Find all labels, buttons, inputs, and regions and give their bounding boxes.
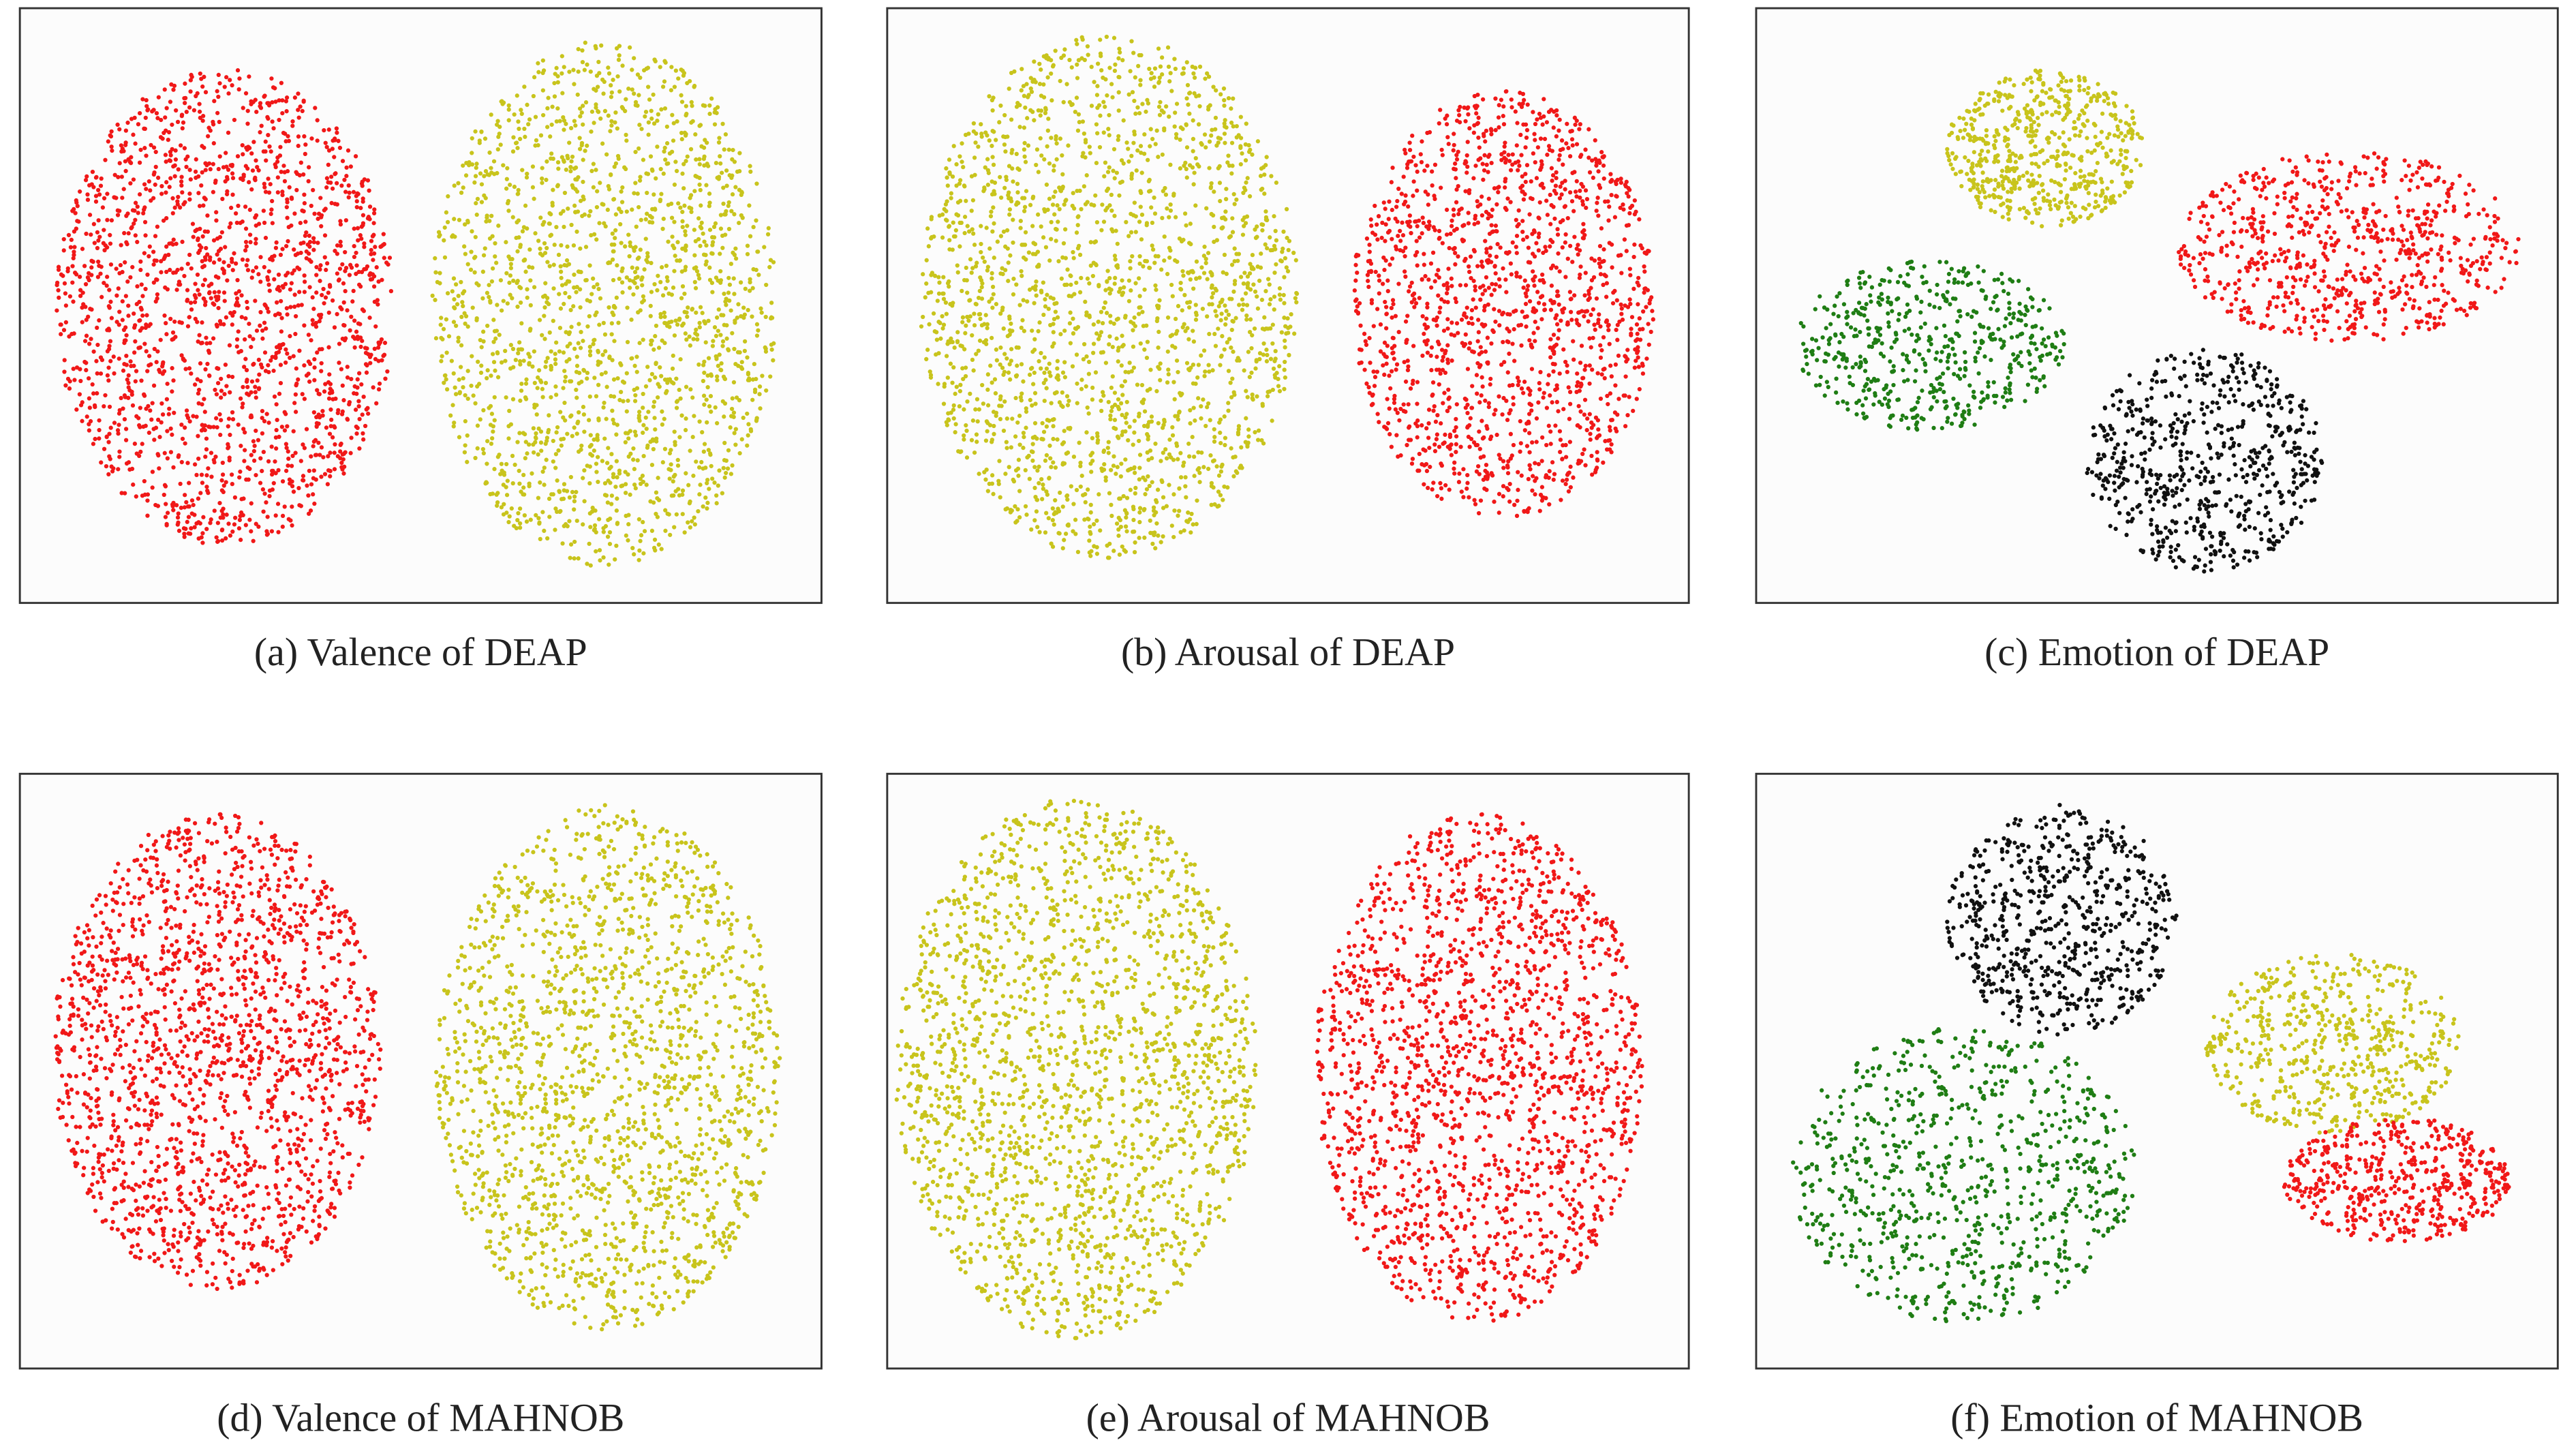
point-cloud — [55, 68, 394, 545]
caption: (d) Valence of MAHNOB — [217, 1395, 624, 1439]
point-cloud — [434, 803, 782, 1332]
caption: (b) Arousal of DEAP — [1121, 630, 1455, 674]
point-cloud — [2282, 1118, 2511, 1243]
point-cloud — [1352, 89, 1655, 519]
point-cloud — [894, 798, 1258, 1341]
caption: (c) Emotion of DEAP — [1984, 630, 2329, 674]
point-cloud — [53, 812, 383, 1292]
caption: (a) Valence of DEAP — [254, 630, 587, 674]
point-cloud — [2177, 151, 2521, 343]
caption: (f) Emotion of MAHNOB — [1950, 1395, 2363, 1439]
point-cloud — [919, 34, 1300, 560]
panel-frame — [18, 772, 823, 1370]
point-cloud — [1945, 68, 2145, 229]
point-cloud — [430, 40, 776, 568]
panel-frame — [1755, 772, 2559, 1370]
point-cloud — [1798, 259, 2066, 432]
point-cloud — [1791, 1027, 2136, 1324]
point-cloud — [1315, 812, 1644, 1323]
panel-frame — [1755, 7, 2559, 605]
point-cloud — [1945, 802, 2179, 1037]
panel-frame — [886, 7, 1690, 605]
point-cloud — [2204, 953, 2461, 1135]
caption: (e) Arousal of MAHNOB — [1086, 1395, 1490, 1439]
point-cloud — [2085, 348, 2325, 574]
